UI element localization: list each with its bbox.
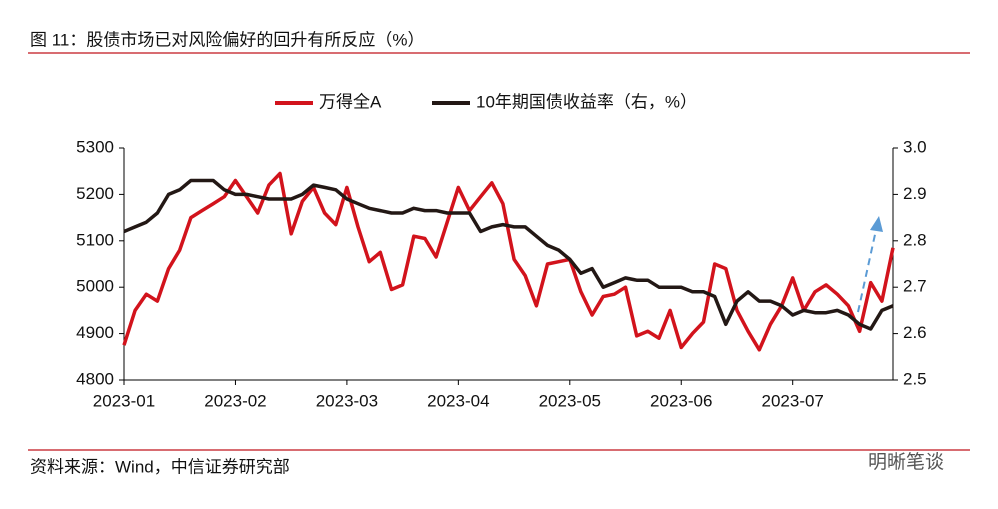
watermark: 明晰笔谈 (868, 451, 944, 473)
y2-tick-label: 3.0 (903, 137, 927, 156)
x-tick-label: 2023-04 (427, 391, 489, 410)
annotation-arrow (857, 216, 883, 313)
y2-tick-label: 2.9 (903, 184, 927, 203)
y-tick-label: 5300 (76, 137, 114, 156)
x-tick-label: 2023-06 (650, 391, 712, 410)
y2-tick-label: 2.8 (903, 230, 927, 249)
y-tick-label: 4800 (76, 369, 114, 388)
x-tick-label: 2023-05 (539, 391, 601, 410)
chart-title: 图 11：股债市场已对风险偏好的回升有所反应（%） (30, 30, 425, 49)
y2-tick-label: 2.5 (903, 369, 927, 388)
x-tick-label: 2023-03 (316, 391, 378, 410)
legend-label: 10年期国债收益率（右，%） (476, 92, 697, 111)
source: 资料来源：Wind，中信证券研究部 (30, 457, 290, 476)
y-tick-label: 5000 (76, 277, 114, 296)
x-tick-label: 2023-01 (93, 391, 155, 410)
y-tick-label: 5200 (76, 184, 114, 203)
y2-tick-label: 2.6 (903, 323, 927, 342)
x-tick-label: 2023-02 (204, 391, 266, 410)
y-tick-label: 5100 (76, 230, 114, 249)
x-tick-label: 2023-07 (762, 391, 824, 410)
line-series (123, 178, 894, 331)
legend-label: 万得全A (319, 92, 382, 111)
y2-tick-label: 2.7 (903, 277, 927, 296)
line-series (122, 171, 895, 352)
y-tick-label: 4900 (76, 323, 114, 342)
